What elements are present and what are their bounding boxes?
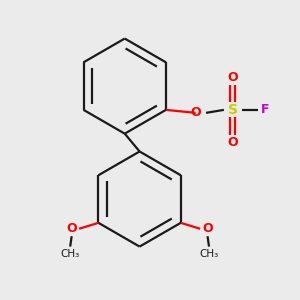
Text: O: O xyxy=(227,136,238,149)
Text: CH₃: CH₃ xyxy=(61,249,80,259)
Text: F: F xyxy=(261,103,270,116)
Text: O: O xyxy=(66,222,77,235)
Text: O: O xyxy=(202,222,213,235)
Text: S: S xyxy=(228,103,238,117)
Text: O: O xyxy=(227,71,238,84)
Text: O: O xyxy=(190,106,201,119)
Text: CH₃: CH₃ xyxy=(200,249,219,259)
